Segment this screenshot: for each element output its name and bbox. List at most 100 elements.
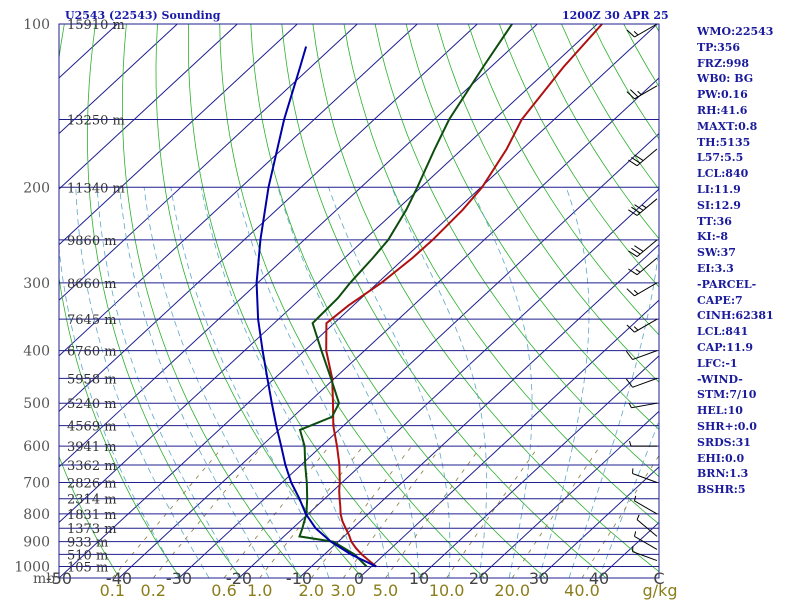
sounding-index-item: CINH:62381 [697, 309, 774, 323]
temperature-tick-label: -40 [106, 569, 132, 588]
dry-adiabat-line [59, 24, 181, 578]
wind-barb-staff [636, 257, 658, 276]
mixing-ratio-line [111, 445, 224, 578]
mixing-ratio-tick-label: 0.2 [141, 581, 166, 600]
moist-adiabat-line [143, 187, 300, 578]
sounding-index-item: FRZ:998 [697, 56, 750, 70]
mixing-ratio-line [342, 445, 443, 578]
wind-barb-staff [634, 500, 658, 515]
wind-barb-flag [626, 91, 635, 100]
wind-barb [628, 402, 658, 409]
wind-barb-half-flag [633, 289, 639, 295]
pressure-unit-label: mb [33, 571, 55, 587]
wind-barb-flag [626, 288, 635, 297]
wind-barb-half-flag [635, 268, 641, 273]
wind-barb-flag [628, 250, 638, 258]
isotherm-line [538, 466, 659, 578]
wind-barb-flag [628, 159, 638, 167]
sounding-index-item: PW:0.16 [697, 88, 748, 102]
height-label: 1373 m [67, 522, 117, 537]
moist-adiabat-line [538, 187, 590, 578]
dewpoint-trace [298, 24, 513, 568]
wind-barb [626, 318, 658, 333]
wind-barb [628, 257, 658, 276]
wind-barbs [625, 23, 658, 562]
height-label: 9860 m [67, 234, 117, 249]
wind-barb-staff [632, 551, 658, 562]
dry-adiabat-line [374, 24, 659, 478]
dry-adiabat-line [281, 24, 607, 578]
pressure-tick-label: 900 [23, 535, 50, 551]
sounding-traces [255, 24, 603, 568]
temperature-unit-label: C [653, 569, 664, 588]
pressure-tick-label: 1000 [14, 560, 50, 576]
dry-adiabat-line [499, 24, 659, 288]
wind-barb [633, 531, 658, 550]
wind-barb [636, 514, 658, 537]
mixing-ratio-line [511, 445, 601, 578]
height-label: 5240 m [67, 397, 117, 412]
isotherm-line [59, 24, 658, 578]
mixing-ratio-lines [111, 445, 659, 578]
moist-adiabat-lines [59, 187, 659, 578]
sounding-index-item: TT:36 [697, 214, 732, 228]
pressure-tick-label: 400 [23, 344, 50, 360]
sounding-index-item: BRN:1.3 [697, 467, 749, 481]
height-label: 3362 m [67, 459, 117, 474]
sounding-index-item: TP:356 [697, 40, 741, 54]
wind-barb-flag [631, 206, 641, 214]
height-label: 3941 m [67, 440, 117, 455]
pressure-tick-label: 100 [23, 17, 50, 33]
pressure-tick-label: 300 [23, 276, 50, 292]
wind-barb-flag [631, 247, 641, 255]
wind-barb-staff [631, 402, 658, 409]
pressure-tick-label: 700 [23, 475, 50, 491]
sounding-index-item: EI:3.3 [697, 261, 734, 275]
pressure-tick-label: 800 [23, 507, 50, 523]
sounding-indices-panel: WMO:22543 TP:356 FRZ:998 WB0: BG PW:0.16 RH:4… [697, 24, 799, 498]
sounding-index-item: SRDS:31 [697, 435, 751, 449]
wind-barb [633, 495, 658, 515]
moist-adiabat-line [96, 187, 240, 578]
height-label: 13250 m [67, 114, 125, 129]
moist-adiabat-line [598, 419, 659, 578]
mixing-ratio-tick-label: 10.0 [429, 581, 465, 600]
wind-barb [628, 198, 658, 216]
wind-barb-flag [630, 89, 639, 98]
wind-barb-flag [634, 204, 644, 211]
sounding-index-item: SHR+:0.0 [697, 419, 757, 433]
sounding-index-item: LCL:841 [697, 325, 749, 339]
wind-barb-flag [628, 268, 638, 276]
height-label: 5958 m [67, 372, 117, 387]
temperature-tick-label: 20 [469, 569, 489, 588]
sounding-index-item: SI:12.9 [697, 198, 741, 212]
sounding-index-item: HEL:10 [697, 404, 743, 418]
mixing-ratio-tick-label: 5.0 [373, 581, 398, 600]
wind-barb [626, 282, 658, 297]
mixing-ratio-line [385, 445, 482, 578]
sounding-index-item: CAPE:7 [697, 293, 743, 307]
wind-barb-staff [636, 519, 658, 537]
moist-adiabat-line [119, 187, 270, 578]
sounding-index-item: LI:11.9 [697, 182, 741, 196]
height-label: 510 m [67, 548, 108, 563]
dry-adiabat-line [343, 24, 659, 525]
sounding-index-item: SW:37 [697, 246, 736, 260]
moist-adiabat-line [328, 187, 451, 578]
isotherm-line [59, 24, 238, 190]
wind-barb-half-flag [637, 90, 642, 96]
isobar-lines [59, 24, 659, 568]
sounding-index-item: MAXT:0.8 [697, 119, 758, 133]
dry-adiabat-line [121, 24, 303, 578]
wind-barb [628, 148, 658, 167]
wind-barb-flag [626, 29, 635, 38]
temperature-tick-label: 10 [409, 569, 429, 588]
wind-barb-half-flag [633, 326, 639, 331]
wind-barb-staff [636, 148, 658, 167]
wind-barb-staff [634, 282, 658, 297]
wind-barb-half-flag [633, 31, 639, 36]
sounding-index-item: STM:7/10 [697, 388, 757, 402]
